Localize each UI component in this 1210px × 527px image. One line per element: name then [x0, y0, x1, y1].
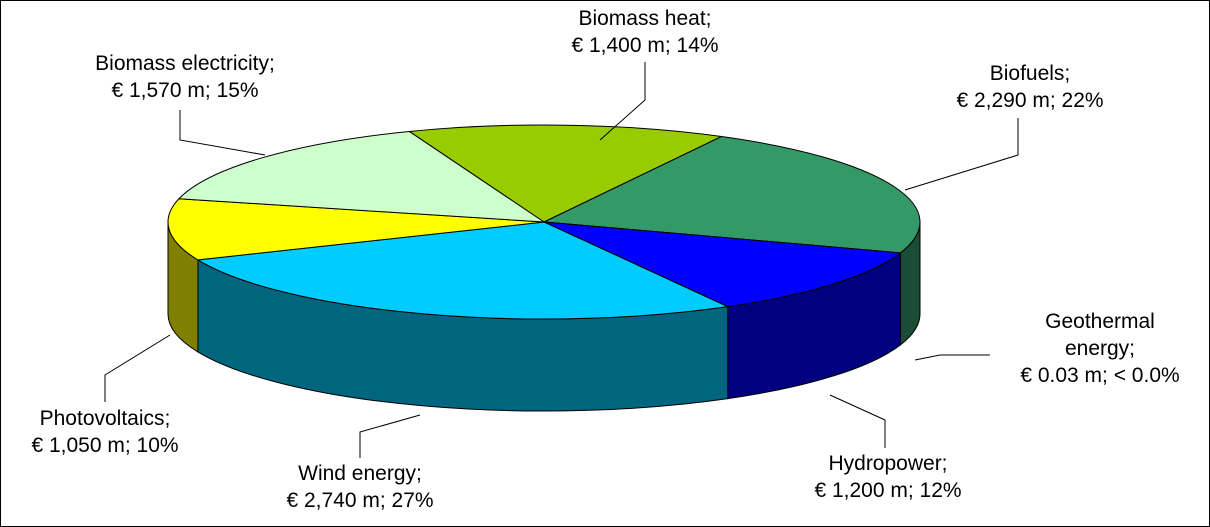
slice-label: Biomass electricity; € 1,570 m; 15%: [95, 50, 275, 104]
category-label: Geothermal energy;: [1045, 310, 1155, 360]
category-label: Biomass electricity;: [95, 52, 275, 75]
slice-label: Biomass heat; € 1,400 m; 14%: [571, 5, 718, 59]
pie-slice: [542, 135, 921, 254]
category-label: Hydropower;: [828, 452, 948, 475]
value-label: € 1,200 m; 12%: [814, 479, 962, 502]
slice-label: Geothermal energy; € 0.03 m; < 0.0%: [1020, 308, 1179, 389]
slice-label: Wind energy; € 2,740 m; 27%: [286, 460, 433, 514]
leader-line: [914, 354, 990, 361]
pie-slice: [196, 221, 730, 320]
leader-line: [829, 394, 886, 448]
value-label: € 1,400 m; 14%: [571, 34, 719, 57]
value-label: € 2,290 m; 22%: [956, 89, 1104, 112]
category-label: Photovoltaics;: [39, 407, 171, 430]
slice-label: Hydropower; € 1,200 m; 12%: [814, 450, 961, 504]
value-label: € 2,740 m; 27%: [286, 489, 434, 512]
leader-line: [359, 414, 421, 458]
leader-line: [179, 110, 266, 156]
leader-line: [599, 62, 646, 141]
pie-slice: [167, 198, 545, 261]
category-label: Biomass heat;: [578, 7, 712, 30]
category-label: Wind energy;: [298, 462, 422, 485]
leader-line: [904, 118, 1019, 191]
value-label: € 0.03 m; < 0.0%: [1020, 364, 1180, 387]
leader-line: [104, 334, 171, 402]
pie-slice: [543, 221, 902, 308]
pie-slice: [177, 130, 546, 223]
slice-label: Photovoltaics; € 1,050 m; 10%: [31, 405, 178, 459]
category-label: Biofuels;: [989, 62, 1071, 85]
value-label: € 1,050 m; 10%: [31, 434, 179, 457]
slice-label: Biofuels; € 2,290 m; 22%: [956, 60, 1103, 114]
value-label: € 1,570 m; 15%: [111, 79, 259, 102]
pie-slice: [407, 124, 724, 223]
